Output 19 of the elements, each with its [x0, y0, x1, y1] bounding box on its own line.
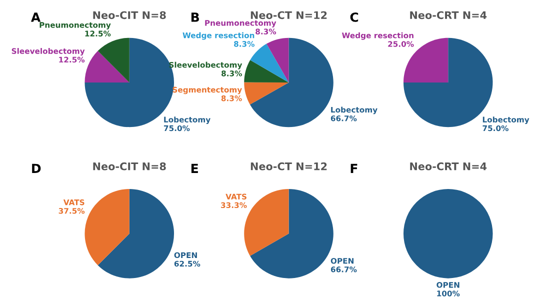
chart-title: Neo-CRT N=4	[410, 11, 487, 20]
pie-slice	[84, 50, 130, 82]
pie-slice	[244, 82, 289, 105]
pie-slice	[98, 189, 174, 278]
text: F	[350, 164, 358, 173]
text: B	[191, 12, 199, 22]
pie-slice	[84, 189, 130, 266]
pie-slice	[244, 60, 289, 82]
pie-slice	[98, 38, 130, 82]
text: C	[350, 12, 358, 22]
chart-title: Neo-CT N=12	[250, 162, 327, 170]
text: A	[31, 12, 41, 22]
pie-slice	[266, 38, 289, 82]
chart-title: Neo-CIT N=8	[93, 162, 166, 170]
chart-title: Neo-CIT N=8	[93, 11, 166, 20]
chart-title: Neo-CT N=12	[250, 11, 327, 20]
text: D	[32, 164, 41, 173]
chart-title: Neo-CRT N=4	[410, 162, 487, 170]
text: E	[191, 164, 198, 173]
